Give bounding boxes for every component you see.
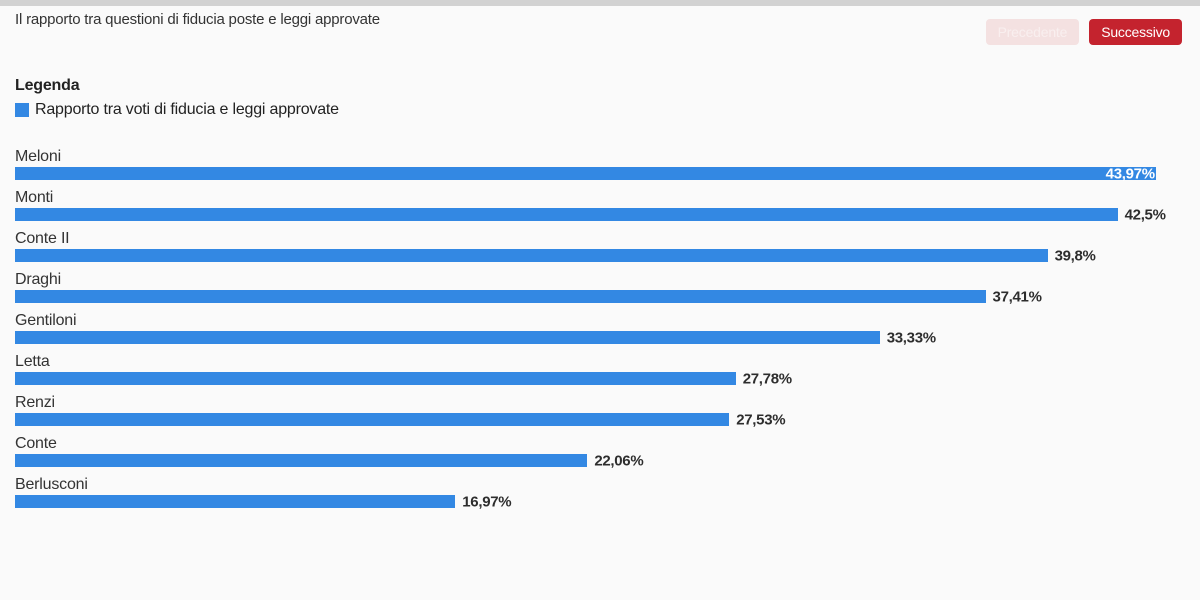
value-bar[interactable]: 42,5%: [15, 206, 1166, 223]
chart-page: Il rapporto tra questioni di fiducia pos…: [15, 11, 1185, 510]
value-bar[interactable]: 39,8%: [15, 247, 1096, 264]
bar-value-label: 43,97%: [1105, 165, 1155, 182]
bar-track: 42,5%: [15, 206, 1185, 223]
bar-value-label: 39,8%: [1054, 247, 1096, 264]
bar-track: 27,53%: [15, 411, 1185, 428]
category-label: Conte II: [15, 230, 70, 247]
legend-heading: Legenda: [15, 77, 80, 94]
bar-value-label: 27,53%: [736, 411, 786, 428]
value-bar[interactable]: 27,78%: [15, 370, 792, 387]
bar-track: 27,78%: [15, 370, 1185, 387]
chart-row: Meloni 43,97%: [15, 147, 1185, 182]
bar-value-label: 33,33%: [886, 329, 936, 346]
category-label: Draghi: [15, 271, 61, 288]
chart-row: Berlusconi 16,97%: [15, 475, 1185, 510]
chart-row: Gentiloni 33,33%: [15, 311, 1185, 346]
value-bar[interactable]: 27,53%: [15, 411, 786, 428]
previous-button[interactable]: Precedente: [985, 19, 1080, 45]
category-label: Renzi: [15, 394, 55, 411]
category-label: Monti: [15, 189, 54, 206]
next-button[interactable]: Successivo: [1089, 19, 1182, 45]
legend-swatch-icon: [15, 102, 29, 117]
chart-row: Conte II 39,8%: [15, 229, 1185, 264]
chart-row: Letta 27,78%: [15, 352, 1185, 387]
category-label: Conte: [15, 435, 57, 452]
value-bar[interactable]: 37,41%: [15, 288, 1042, 305]
legend: Legenda Rapporto tra voti di fiducia e l…: [15, 77, 1185, 118]
value-bar[interactable]: 22,06%: [15, 452, 644, 469]
bar-value-label: 22,06%: [594, 452, 644, 469]
bar-value-label: 42,5%: [1124, 206, 1166, 223]
legend-item-label: Rapporto tra voti di fiducia e leggi app…: [35, 100, 339, 118]
bar-value-label: 27,78%: [742, 370, 792, 387]
chart-row: Draghi 37,41%: [15, 270, 1185, 305]
bar-track: 37,41%: [15, 288, 1185, 305]
bar-track: 43,97%: [15, 165, 1185, 182]
bar-track: 16,97%: [15, 493, 1185, 510]
chart-row: Conte 22,06%: [15, 434, 1185, 469]
value-bar[interactable]: 43,97%: [15, 165, 1156, 182]
legend-item: Rapporto tra voti di fiducia e leggi app…: [15, 101, 1185, 118]
value-bar[interactable]: 16,97%: [15, 493, 512, 510]
chart-row: Renzi 27,53%: [15, 393, 1185, 428]
bar-value-label: 37,41%: [992, 288, 1042, 305]
category-label: Gentiloni: [15, 312, 77, 329]
value-bar[interactable]: 33,33%: [15, 329, 936, 346]
pagination-controls: Precedente Successivo: [985, 19, 1182, 45]
page-title: Il rapporto tra questioni di fiducia pos…: [15, 11, 380, 28]
category-label: Berlusconi: [15, 476, 88, 493]
category-label: Meloni: [15, 148, 61, 165]
bar-value-label: 16,97%: [462, 493, 512, 510]
top-border: [0, 0, 1200, 6]
bar-track: 39,8%: [15, 247, 1185, 264]
chart-row: Monti 42,5%: [15, 188, 1185, 223]
category-label: Letta: [15, 353, 50, 370]
bar-chart: Meloni 43,97% Monti 42,5% Conte II 39,8% Dragh…: [15, 147, 1185, 510]
bar-track: 33,33%: [15, 329, 1185, 346]
bar-track: 22,06%: [15, 452, 1185, 469]
